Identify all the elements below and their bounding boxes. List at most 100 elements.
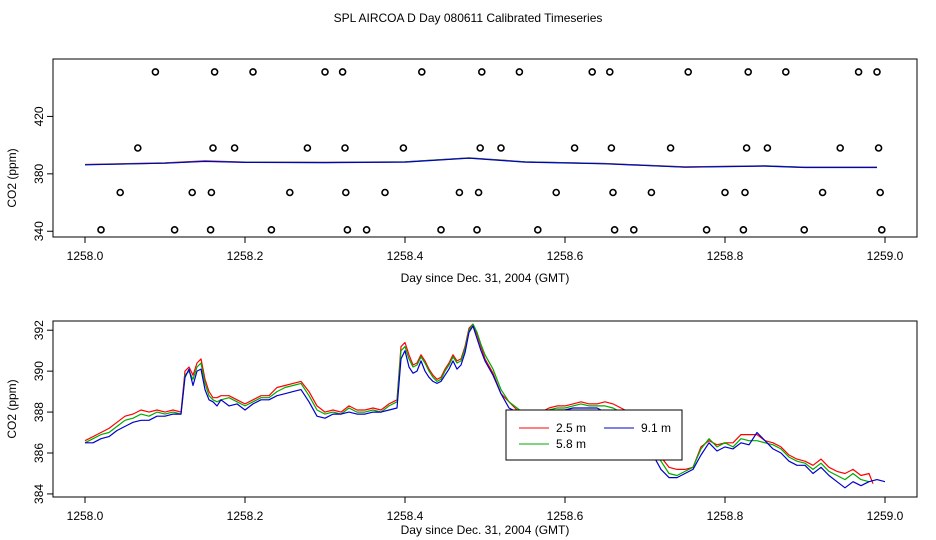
calibration-point-46 — [739, 226, 748, 234]
calibration-point-31 — [515, 68, 524, 76]
y-tick-label-1: 386 — [32, 443, 46, 463]
calibration-point-17 — [341, 144, 349, 152]
bottom-axes: 1258.0 1258.2 1258.4 1258.6 1258.8 1259.0 384 3… — [32, 320, 904, 523]
calibration-point-56 — [873, 68, 881, 76]
x-tick-label-5: 1259.0 — [867, 509, 904, 523]
calibration-point-30 — [497, 144, 505, 152]
calibration-point-14 — [303, 144, 312, 152]
calibration-point-26 — [473, 226, 481, 234]
top-panel: 1258.0 1258.2 1258.4 1258.6 1258.8 1259.0 340 3… — [5, 58, 918, 285]
calibration-point-4 — [170, 226, 179, 234]
top-plot-frame — [52, 58, 918, 238]
calibration-point-10 — [230, 144, 239, 152]
calibration-point-54 — [836, 144, 845, 152]
y-tick-label-0: 340 — [32, 221, 46, 241]
bottom-y-axis-label: CO2 (ppm) — [5, 379, 19, 438]
y-tick-label-0: 384 — [32, 484, 46, 504]
top-series-line-9-1-m — [84, 157, 877, 169]
calibration-point-8 — [209, 144, 217, 152]
bottom-plot-frame — [52, 320, 918, 498]
calibration-point-50 — [763, 144, 772, 152]
calibration-point-52 — [800, 226, 809, 234]
legend-label-9-1m: 9.1 m — [641, 421, 671, 435]
legend: 2.5 m 9.1 m 5.8 m — [505, 409, 683, 461]
y-tick-label-1: 380 — [32, 164, 46, 184]
top-y-axis-label: CO2 (ppm) — [5, 148, 19, 207]
calibration-point-49 — [744, 68, 753, 76]
calibration-point-32 — [533, 226, 542, 234]
calibration-point-12 — [267, 226, 276, 234]
calibration-point-16 — [338, 68, 347, 76]
calibration-point-11 — [249, 68, 257, 76]
top-x-axis-label: Day since Dec. 31, 2004 (GMT) — [401, 271, 570, 285]
calibration-point-21 — [381, 188, 389, 197]
bottom-panel: 1258.0 1258.2 1258.4 1258.6 1258.8 1259.0 384 3… — [5, 320, 918, 537]
x-tick-label-1: 1258.2 — [227, 509, 264, 523]
calibration-point-39 — [610, 226, 619, 234]
calibration-point-44 — [702, 226, 711, 234]
x-tick-label-5: 1259.0 — [867, 249, 904, 263]
calibration-point-28 — [476, 144, 485, 152]
x-tick-label-2: 1258.4 — [387, 509, 424, 523]
calibration-point-34 — [570, 144, 579, 152]
calibration-point-37 — [607, 144, 616, 152]
calibration-point-25 — [455, 188, 464, 197]
calibration-point-5 — [188, 188, 196, 197]
calibration-point-7 — [207, 188, 216, 197]
bottom-series-line-2-5-m — [84, 323, 874, 484]
bottom-series-line-5-8-m — [84, 323, 870, 483]
calibration-point-38 — [609, 188, 617, 197]
x-tick-label-3: 1258.6 — [547, 509, 584, 523]
bottom-series-line-9-1-m — [85, 325, 886, 489]
calibration-point-22 — [399, 144, 408, 152]
calibration-point-35 — [588, 68, 597, 76]
calibration-point-1 — [116, 188, 124, 197]
calibration-point-57 — [874, 144, 883, 152]
calibration-point-13 — [285, 188, 294, 197]
calibration-point-20 — [362, 226, 371, 234]
calibration-point-33 — [552, 188, 561, 197]
calibration-point-29 — [477, 68, 486, 76]
calibration-point-9 — [210, 68, 219, 76]
calibration-point-24 — [437, 226, 445, 234]
calibration-point-27 — [474, 188, 483, 197]
x-tick-label-3: 1258.6 — [547, 249, 584, 263]
calibration-point-53 — [818, 188, 827, 197]
calibration-point-40 — [629, 226, 638, 234]
x-tick-label-0: 1258.0 — [67, 249, 104, 263]
x-tick-label-4: 1258.8 — [707, 249, 744, 263]
calibration-point-36 — [605, 68, 614, 76]
bottom-plot-marks — [84, 323, 886, 489]
x-tick-label-0: 1258.0 — [67, 509, 104, 523]
x-tick-label-2: 1258.4 — [387, 249, 424, 263]
calibration-point-18 — [341, 188, 350, 197]
calibration-point-45 — [721, 188, 729, 197]
calibration-point-51 — [781, 68, 790, 76]
calibration-point-58 — [876, 188, 885, 197]
calibration-point-15 — [321, 68, 329, 76]
x-tick-label-1: 1258.2 — [227, 249, 264, 263]
figure-title: SPL AIRCOA D Day 080611 Calibrated Times… — [334, 11, 603, 25]
y-tick-label-4: 392 — [32, 320, 46, 340]
x-tick-label-4: 1258.8 — [707, 509, 744, 523]
calibration-point-43 — [684, 68, 693, 76]
calibration-point-2 — [134, 144, 142, 152]
calibration-point-47 — [741, 188, 749, 197]
top-axes: 1258.0 1258.2 1258.4 1258.6 1258.8 1259.0 340 3… — [32, 106, 904, 263]
calibration-point-23 — [417, 68, 426, 76]
calibration-point-55 — [854, 68, 863, 76]
legend-label-5-8m: 5.8 m — [556, 437, 586, 451]
calibration-point-19 — [343, 226, 352, 234]
calibration-point-6 — [206, 226, 215, 234]
legend-box — [505, 409, 683, 461]
bottom-x-axis-label: Day since Dec. 31, 2004 (GMT) — [401, 523, 570, 537]
y-tick-label-3: 390 — [32, 361, 46, 381]
y-tick-label-2: 388 — [32, 402, 46, 422]
legend-label-2-5m: 2.5 m — [556, 421, 586, 435]
y-tick-label-2: 420 — [32, 106, 46, 126]
calibration-point-48 — [742, 144, 751, 152]
calibration-point-42 — [666, 144, 675, 152]
calibration-point-0 — [97, 226, 105, 234]
calibration-point-3 — [151, 68, 160, 76]
